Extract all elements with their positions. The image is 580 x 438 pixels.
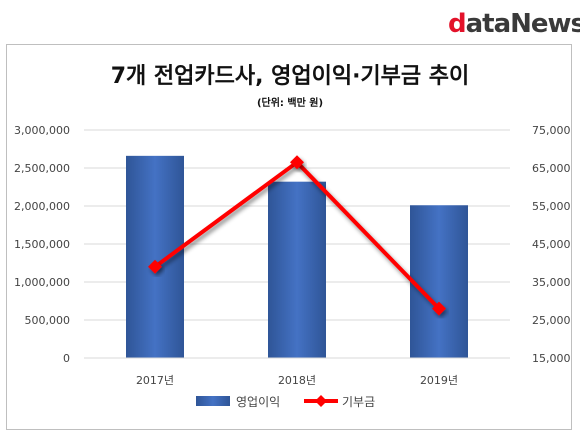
y-left-tick-label: 3,000,000: [14, 124, 70, 137]
y-left-tick-label: 1,500,000: [14, 238, 70, 251]
y-left-tick-label: 0: [63, 352, 70, 365]
chart-subtitle: (단위: 백만 원): [256, 98, 324, 109]
y-left-tick-label: 2,500,000: [14, 162, 70, 175]
x-tick-label: 2017년: [136, 374, 174, 387]
y-right-tick-label: 25,000: [532, 314, 571, 327]
x-tick-label: 2019년: [420, 374, 458, 387]
y-right-tick-label: 35,000: [532, 276, 571, 289]
point-기부금: [290, 155, 304, 170]
y-right-tick-label: 45,000: [532, 238, 571, 251]
legend-swatch-영업이익: [196, 396, 230, 406]
y-right-tick-label: 75,000: [532, 124, 571, 137]
bar-영업이익: [126, 155, 184, 358]
x-tick-label: 2018년: [278, 374, 316, 387]
y-right-tick-label: 55,000: [532, 200, 571, 213]
brand-logo: dataNews: [448, 9, 580, 39]
legend-label-영업이익: 영업이익: [236, 395, 280, 409]
y-right-tick-label: 65,000: [532, 162, 571, 175]
chart-title: 7개 전업카드사, 영업이익·기부금 추이: [110, 64, 470, 89]
point-기부금: [432, 301, 446, 316]
bar-영업이익: [410, 205, 468, 358]
legend-marker-기부금: [315, 395, 327, 407]
y-left-tick-label: 2,000,000: [14, 200, 70, 213]
y-right-tick-label: 15,000: [532, 352, 571, 365]
y-left-tick-label: 1,000,000: [14, 276, 70, 289]
y-left-tick-label: 500,000: [25, 314, 71, 327]
legend-label-기부금: 기부금: [342, 395, 375, 409]
point-기부금: [148, 259, 162, 274]
bar-영업이익: [268, 181, 326, 358]
